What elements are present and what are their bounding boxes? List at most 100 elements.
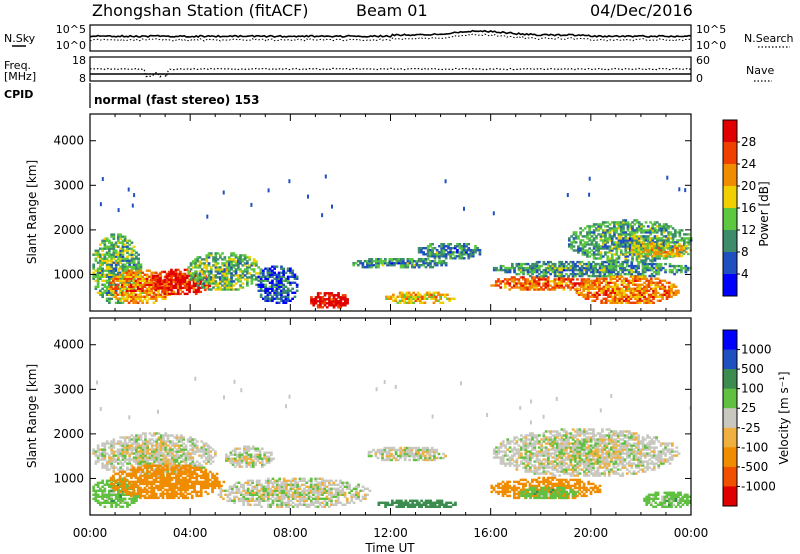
heatmap-cell	[188, 274, 191, 278]
heatmap-cell	[526, 278, 530, 281]
heatmap-cell	[528, 282, 532, 285]
heatmap-cell	[123, 501, 127, 504]
heatmap-cell	[623, 260, 627, 264]
heatmap-cell	[680, 246, 683, 250]
heatmap-cell	[622, 285, 626, 288]
heatmap-cell	[114, 301, 118, 304]
heatmap-cell	[146, 472, 149, 475]
heatmap-cell	[195, 448, 199, 451]
heatmap-cell	[207, 454, 210, 457]
heatmap-cell	[685, 241, 688, 244]
heatmap-cell	[531, 262, 534, 266]
heatmap-cell	[588, 176, 591, 181]
heatmap-cell	[658, 237, 661, 240]
heatmap-cell	[159, 472, 163, 476]
heatmap-cell	[110, 293, 113, 296]
heatmap-cell	[103, 285, 107, 288]
heatmap-cell	[196, 274, 200, 277]
heatmap-cell	[145, 293, 149, 296]
heatmap-cell	[542, 288, 545, 291]
heatmap-cell	[135, 263, 138, 266]
heatmap-cell	[515, 278, 518, 281]
heatmap-cell	[126, 255, 129, 258]
heatmap-cell	[441, 301, 445, 304]
heatmap-cell	[123, 484, 126, 488]
heatmap-cell	[144, 454, 147, 457]
heatmap-cell	[128, 446, 131, 449]
heatmap-cell	[606, 231, 610, 234]
heatmap-cell	[141, 287, 144, 290]
heatmap-cell	[183, 282, 187, 286]
heatmap-cell	[537, 278, 541, 281]
heatmap-cell	[110, 489, 113, 492]
heatmap-cell	[519, 288, 523, 291]
heatmap-cell	[150, 446, 154, 449]
heatmap-cell	[110, 297, 113, 300]
heatmap-cell	[540, 276, 543, 279]
heatmap-cell	[649, 251, 652, 254]
heatmap-cell	[112, 493, 116, 496]
heatmap-cell	[250, 276, 254, 279]
heatmap-cell	[146, 444, 149, 447]
heatmap-cell	[123, 291, 126, 294]
heatmap-cell	[665, 289, 669, 292]
heatmap-cell	[159, 492, 163, 496]
heatmap-cell	[257, 275, 261, 278]
heatmap-cell	[675, 248, 679, 252]
heatmap-cell	[200, 448, 204, 451]
heatmap-cell	[191, 272, 195, 275]
heatmap-cell	[150, 452, 154, 455]
heatmap-cell	[627, 279, 631, 282]
heatmap-cell	[401, 297, 404, 300]
heatmap-cell	[123, 442, 127, 445]
colorbar-tick-label: 28	[741, 135, 756, 149]
heatmap-cell	[132, 281, 135, 284]
heatmap-cell	[121, 488, 124, 492]
heatmap-cell	[628, 223, 632, 226]
heatmap-cell	[555, 282, 559, 285]
heatmap-cell	[137, 454, 140, 457]
heatmap-cell	[126, 444, 129, 447]
heatmap-cell	[607, 274, 611, 278]
heatmap-cell	[293, 291, 297, 294]
heatmap-cell	[675, 264, 679, 268]
heatmap-cell	[214, 288, 218, 291]
heatmap-cell	[112, 249, 116, 252]
heatmap-cell	[586, 251, 589, 254]
heatmap-cell	[631, 225, 634, 228]
heatmap-cell	[207, 448, 210, 451]
heatmap-cell	[110, 503, 113, 506]
heatmap-cell	[123, 259, 127, 262]
heatmap-cell	[162, 434, 165, 437]
heatmap-cell	[669, 237, 673, 240]
heatmap-cell	[154, 484, 158, 488]
heatmap-cell	[424, 260, 428, 263]
heatmap-cell	[657, 262, 661, 266]
heatmap-cell	[153, 444, 156, 447]
heatmap-cell	[678, 244, 681, 248]
heatmap-cell	[159, 462, 163, 465]
heatmap-cell	[214, 280, 218, 283]
heatmap-cell	[126, 446, 129, 449]
heatmap-cell	[680, 239, 684, 242]
heatmap-cell	[150, 492, 154, 496]
heatmap-cell	[148, 464, 151, 467]
heatmap-cell	[114, 493, 118, 496]
heatmap-cell	[273, 265, 276, 268]
heatmap-cell	[158, 276, 162, 280]
heatmap-cell	[171, 448, 174, 451]
heatmap-cell	[126, 245, 129, 248]
heatmap-cell	[159, 295, 163, 298]
heatmap-cell	[662, 235, 666, 238]
heatmap-cell	[617, 223, 621, 226]
heatmap-cell	[184, 446, 188, 449]
heatmap-cell	[268, 273, 272, 276]
heatmap-cell	[206, 276, 209, 280]
heatmap-cell	[524, 288, 527, 291]
heatmap-cell	[655, 248, 659, 252]
heatmap-cell	[573, 284, 577, 287]
heatmap-cell	[424, 253, 428, 256]
heatmap-cell	[616, 287, 619, 290]
heatmap-cell	[119, 241, 122, 244]
heatmap-cell	[207, 460, 210, 463]
